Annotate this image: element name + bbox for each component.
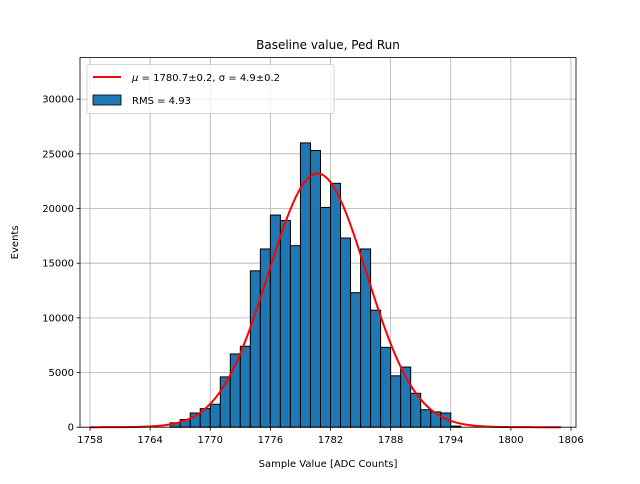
histogram-bar <box>350 292 362 428</box>
legend-fit-label: μ = 1780.7±0.2, σ = 4.9±0.2 <box>131 73 280 84</box>
histogram-bar <box>330 182 342 428</box>
x-tick-label: 1764 <box>137 435 162 446</box>
fit-curve <box>90 172 561 429</box>
histogram-bar <box>239 345 251 428</box>
histogram-bar <box>390 375 402 428</box>
y-tick-label: 15000 <box>42 259 74 270</box>
x-axis-ticks: 1758 1764 1770 1776 1782 1788 1794 1800 1806 <box>77 427 584 446</box>
y-tick-label: 5000 <box>49 368 74 379</box>
x-axis-label: Sample Value [ADC Counts] <box>259 459 398 470</box>
legend-rms-label: RMS = 4.93 <box>132 96 191 107</box>
y-tick-label: 20000 <box>42 204 74 215</box>
x-tick-label: 1800 <box>498 435 523 446</box>
chart-title: Baseline value, Ped Run <box>256 38 400 52</box>
y-tick-label: 10000 <box>42 313 74 324</box>
y-axis-ticks: 0 5000 10000 15000 20000 25000 30000 <box>42 95 80 434</box>
y-tick-label: 30000 <box>42 95 74 106</box>
histogram-bar <box>309 150 321 428</box>
histogram-bar <box>340 237 352 428</box>
x-tick-label: 1758 <box>77 435 102 446</box>
plot-frame <box>79 57 577 428</box>
x-tick-label: 1788 <box>378 435 403 446</box>
histogram-bar <box>259 248 271 428</box>
histogram-bar <box>370 309 382 428</box>
y-axis-label: Events <box>10 225 21 259</box>
x-tick-label: 1776 <box>258 435 283 446</box>
gaussian-fit <box>90 172 561 429</box>
x-tick-label: 1770 <box>198 435 223 446</box>
x-tick-label: 1782 <box>318 435 343 446</box>
legend-box <box>86 64 335 114</box>
histogram-bar <box>269 214 281 428</box>
x-tick-label: 1806 <box>558 435 583 446</box>
histogram-bar <box>289 245 301 428</box>
legend-rms-swatch <box>92 94 122 106</box>
y-tick-label: 0 <box>68 423 74 434</box>
legend: μ = 1780.7±0.2, σ = 4.9±0.2 RMS = 4.93 <box>86 64 335 114</box>
histogram-bar <box>319 206 332 428</box>
histogram-bar <box>249 270 261 428</box>
histogram-bar <box>420 409 432 428</box>
histogram-bar <box>209 403 221 428</box>
y-tick-label: 25000 <box>42 149 74 160</box>
x-tick-label: 1794 <box>438 435 463 446</box>
histogram-bars <box>169 142 462 428</box>
histogram-bar <box>380 346 392 428</box>
histogram-bar <box>360 248 372 428</box>
histogram-bar <box>279 220 291 428</box>
